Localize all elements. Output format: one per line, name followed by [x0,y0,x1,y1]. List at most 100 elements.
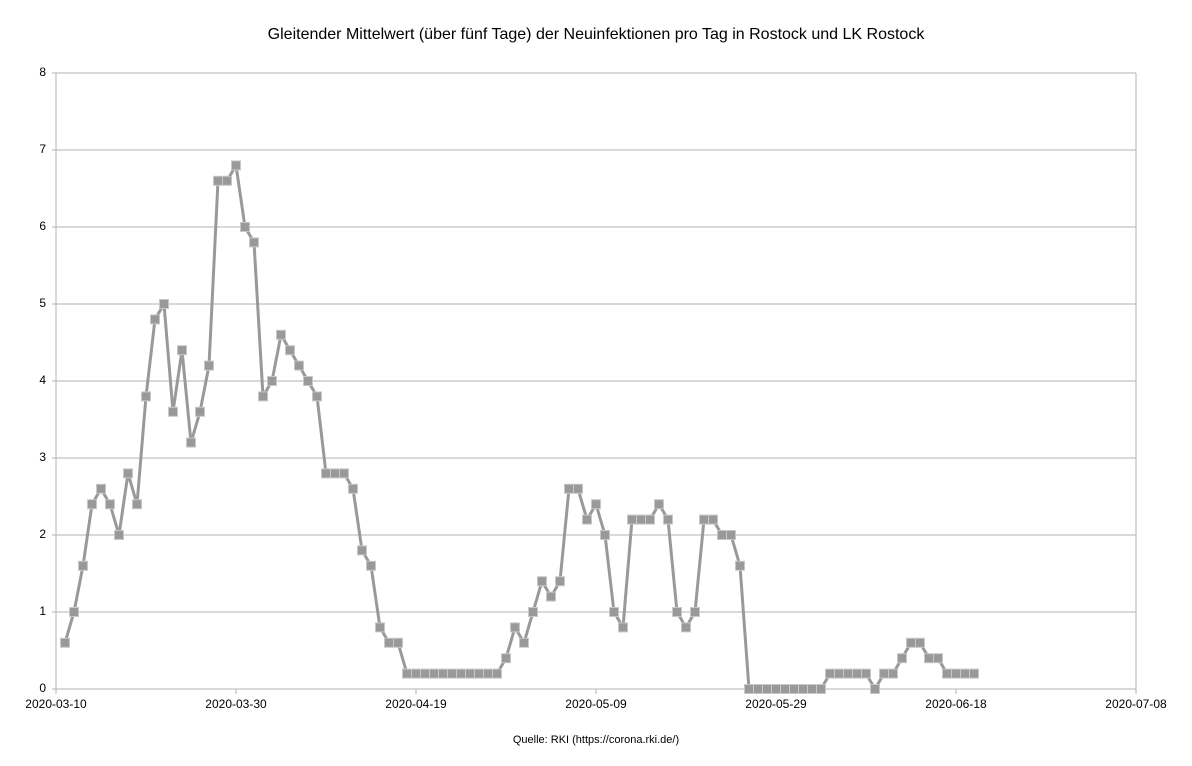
data-point [501,653,511,664]
data-point [519,637,529,648]
data-point [906,637,916,648]
data-point [951,668,961,679]
y-tick-label: 1 [39,604,46,618]
data-point [465,668,475,679]
data-point [294,360,304,371]
data-point [681,622,691,633]
data-point [879,668,889,679]
data-point [834,668,844,679]
data-point [555,576,565,587]
y-tick-label: 6 [39,219,46,233]
data-point [600,530,610,540]
data-point [591,499,601,510]
x-tick-label: 2020-03-10 [25,697,87,711]
data-point [222,175,232,186]
data-point [78,560,88,571]
x-tick-label: 2020-03-30 [205,697,267,711]
data-point [735,560,745,571]
data-point [924,653,934,664]
data-point [726,530,736,540]
data-point [780,684,790,694]
data-point [744,684,754,694]
data-point [159,299,169,309]
data-point [609,607,619,617]
data-point [114,530,124,540]
data-point [474,668,484,679]
data-point [240,222,250,232]
data-point [195,406,205,417]
data-point [249,237,259,248]
data-point [177,345,187,356]
data-point [447,668,457,679]
x-tick-label: 2020-05-29 [745,697,807,711]
data-point [483,668,493,679]
data-point [492,668,502,679]
y-tick-label: 3 [39,450,46,464]
data-point [654,499,664,510]
data-point [717,530,727,540]
data-point [150,314,160,325]
data-point [357,545,367,556]
data-point [582,514,592,525]
data-point [771,684,781,694]
data-point [168,406,178,417]
data-point [438,668,448,679]
data-point [753,684,763,694]
data-point [393,637,403,648]
y-tick-label: 0 [39,681,46,695]
data-point [267,376,277,386]
data-point [87,499,97,510]
data-point [402,668,412,679]
data-point [132,499,142,510]
data-point [636,514,646,525]
y-tick-label: 2 [39,527,46,541]
data-point [807,684,817,694]
x-tick-label: 2020-06-18 [925,697,987,711]
x-tick-label: 2020-05-09 [565,697,627,711]
data-point [105,499,115,510]
data-point [69,607,79,617]
x-tick-label: 2020-04-19 [385,697,447,711]
data-point [303,376,313,386]
data-point [852,668,862,679]
data-point [528,607,538,617]
data-point [339,468,349,479]
data-point [213,175,223,186]
data-point [627,514,637,525]
data-point [312,391,322,402]
data-point [861,668,871,679]
data-point [960,668,970,679]
data-point [870,684,880,694]
chart-title: Gleitender Mittelwert (über fünf Tage) d… [268,26,926,43]
data-point [942,668,952,679]
data-point [285,345,295,356]
data-point [897,653,907,664]
data-point [204,360,214,371]
data-point [366,560,376,571]
data-point [672,607,682,617]
data-point [231,160,241,171]
data-point [384,637,394,648]
data-point [186,437,196,448]
data-point [411,668,421,679]
data-point [60,637,70,648]
data-point [510,622,520,633]
data-point [330,468,340,479]
data-point [96,483,106,494]
data-point [141,391,151,402]
data-point [888,668,898,679]
data-point [429,668,439,679]
data-point [933,653,943,664]
data-point [258,391,268,402]
data-point [123,468,133,479]
data-point [420,668,430,679]
data-point [969,668,979,679]
data-point [276,329,286,340]
data-point [762,684,772,694]
data-point [546,591,556,602]
data-point [537,576,547,587]
data-point [915,637,925,648]
data-point [564,483,574,494]
